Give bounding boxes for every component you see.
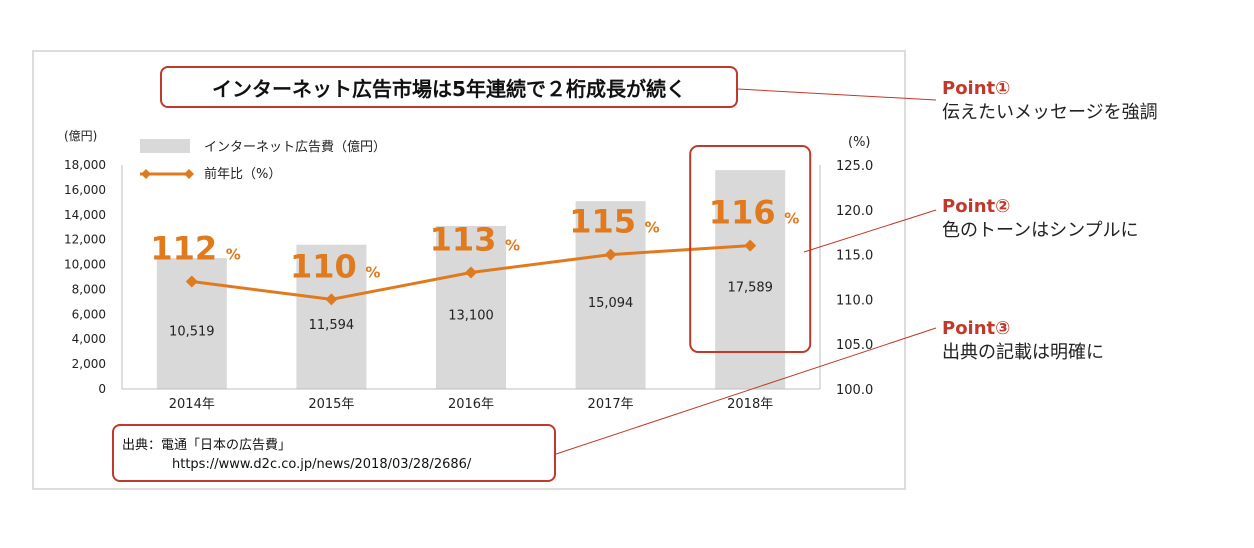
left-axis-tick-label: 12,000 — [64, 233, 106, 247]
legend-bar-swatch — [140, 139, 190, 153]
point-3-text: 出典の記載は明確に — [942, 342, 1104, 363]
yoy-value-suffix: % — [226, 245, 241, 263]
yoy-value-suffix: % — [505, 237, 520, 255]
source-box: 出典：電通「日本の広告費」 https://www.d2c.co.jp/news… — [112, 424, 556, 482]
legend-bar-label: インターネット広告費（億円） — [204, 139, 386, 155]
legend-line-marker-left — [141, 169, 151, 179]
left-axis-tick-label: 4,000 — [72, 332, 106, 346]
x-axis-tick-label: 2015年 — [308, 397, 354, 412]
bar-value-label: 11,594 — [309, 318, 355, 333]
point-3-title: Point③ — [942, 318, 1011, 339]
right-axis-tick-label: 110.0 — [836, 293, 873, 308]
point-2-title: Point② — [942, 196, 1011, 217]
left-axis-tick-label: 10,000 — [64, 258, 106, 272]
yoy-value-label: 115 — [569, 203, 636, 241]
x-axis-tick-label: 2017年 — [588, 397, 634, 412]
yoy-marker — [604, 248, 617, 261]
yoy-value-label: 113 — [430, 221, 497, 259]
yoy-marker — [465, 266, 477, 279]
left-axis-tick-label: 0 — [98, 382, 106, 396]
point-1-title: Point① — [942, 78, 1011, 99]
yoy-value-suffix: % — [645, 219, 660, 237]
bar — [436, 225, 506, 389]
point-1-text: 伝えたいメッセージを強調 — [942, 102, 1158, 123]
point-1: Point① 伝えたいメッセージを強調 — [942, 78, 1158, 126]
yoy-marker — [185, 275, 198, 288]
yoy-value-label: 110 — [290, 247, 357, 285]
bar-value-label: 15,094 — [588, 296, 634, 311]
bar — [296, 244, 367, 389]
headline-text: インターネット広告市場は5年連続で２桁成長が続く — [212, 76, 686, 101]
x-axis-tick-label: 2016年 — [448, 397, 494, 412]
right-axis-tick-label: 115.0 — [836, 249, 873, 264]
bar-value-label: 13,100 — [448, 308, 494, 323]
x-axis-tick-label: 2014年 — [169, 397, 215, 412]
headline-box: インターネット広告市場は5年連続で２桁成長が続く — [160, 66, 738, 108]
left-axis-tick-label: 8,000 — [72, 282, 106, 296]
right-axis-tick-label: 105.0 — [836, 338, 873, 353]
x-axis-tick-label: 2018年 — [727, 397, 773, 412]
yoy-marker — [325, 293, 338, 306]
yoy-value-label: 116 — [709, 194, 776, 232]
left-axis-tick-label: 2,000 — [72, 357, 106, 371]
point-2-text: 色のトーンはシンプルに — [942, 220, 1139, 241]
source-citation: 出典：電通「日本の広告費」 — [122, 438, 292, 453]
bar-value-label: 17,589 — [727, 281, 773, 296]
left-axis-tick-label: 16,000 — [64, 183, 106, 197]
highlight-2018-box — [689, 145, 812, 353]
yoy-value-suffix: % — [784, 210, 799, 228]
yoy-marker — [744, 239, 757, 252]
callout-line-3 — [555, 327, 937, 455]
callout-line-2 — [803, 209, 937, 253]
bar — [575, 201, 646, 389]
right-axis-tick-label: 100.0 — [836, 383, 873, 398]
left-axis-tick-label: 6,000 — [72, 307, 106, 321]
left-axis-tick-label: 18,000 — [64, 158, 106, 172]
right-axis-unit: (%) — [848, 135, 871, 150]
legend-line-label: 前年比（%） — [204, 166, 281, 182]
left-axis-tick-label: 14,000 — [64, 208, 106, 222]
legend-line-marker-right — [184, 169, 194, 179]
source-url: https://www.d2c.co.jp/news/2018/03/28/26… — [172, 457, 472, 472]
bar-value-label: 10,519 — [169, 325, 215, 340]
yoy-value-label: 112 — [150, 229, 217, 267]
point-3: Point③ 出典の記載は明確に — [942, 318, 1104, 366]
right-axis-tick-label: 125.0 — [836, 159, 873, 174]
right-axis-tick-label: 120.0 — [836, 204, 873, 219]
point-2: Point② 色のトーンはシンプルに — [942, 196, 1139, 244]
yoy-value-suffix: % — [365, 263, 380, 281]
left-axis-unit: (億円) — [64, 129, 97, 143]
callout-line-1 — [737, 88, 937, 101]
